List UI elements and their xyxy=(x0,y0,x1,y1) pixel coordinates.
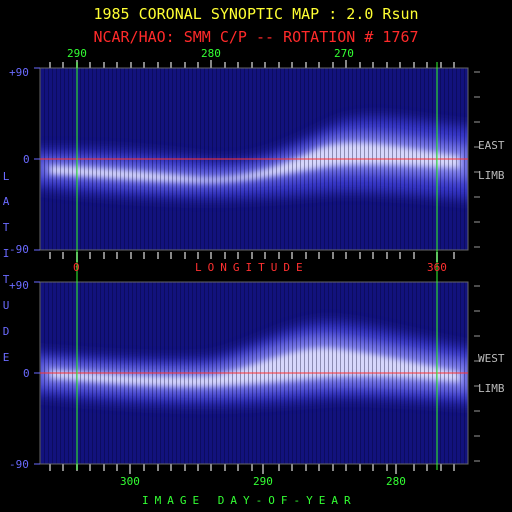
limb-label: LIMB xyxy=(478,382,505,395)
top-axis-tick-label: 280 xyxy=(201,47,221,60)
longitude-tick-label: 0 xyxy=(73,261,80,274)
longitude-tick-label: 360 xyxy=(427,261,447,274)
latitude-tick-label: 0 xyxy=(23,153,30,166)
bottom-axis-tick-label: 280 xyxy=(386,475,406,488)
longitude-ticks xyxy=(49,252,455,262)
title: 1985 CORONAL SYNOPTIC MAP : 2.0 Rsun xyxy=(93,5,419,23)
top-axis-tick-label: 270 xyxy=(334,47,354,60)
longitude-axis-label: LONGITUDE xyxy=(195,261,309,274)
latitude-tick-marks xyxy=(34,67,40,465)
latitude-tick-label: +90 xyxy=(9,279,29,292)
latitude-tick-label: +90 xyxy=(9,66,29,79)
bottom-day-ticks xyxy=(49,464,455,474)
latitude-tick-label: -90 xyxy=(9,243,29,256)
east-label: EAST xyxy=(478,139,505,152)
top-axis-tick-label: 290 xyxy=(67,47,87,60)
latitude-tick-label: 0 xyxy=(23,367,30,380)
subtitle: NCAR/HAO: SMM C/P -- ROTATION # 1767 xyxy=(93,28,419,46)
top-day-ticks xyxy=(49,60,455,68)
bottom-axis-tick-label: 300 xyxy=(120,475,140,488)
bottom-axis-tick-label: 290 xyxy=(253,475,273,488)
latitude-tick-label: -90 xyxy=(9,458,29,471)
bottom-axis-label: IMAGE DAY-OF-YEAR xyxy=(142,494,357,507)
limb-label: LIMB xyxy=(478,169,505,182)
right-tick-marks xyxy=(474,71,480,462)
west-label: WEST xyxy=(478,352,505,365)
